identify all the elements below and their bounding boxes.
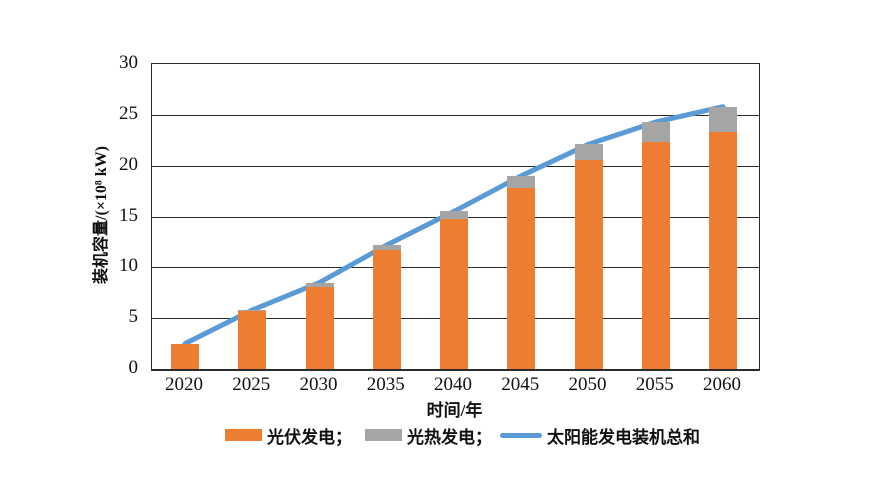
bar-pv-2025 [238, 311, 267, 369]
legend-item-total: 太阳能发电装机总和 [500, 421, 700, 449]
x-tick-label-2040: 2040 [434, 374, 472, 395]
y-tick-label-20: 20 [119, 153, 138, 175]
csp-bar-swatch-icon [365, 429, 402, 441]
bar-pv-2035 [372, 250, 401, 369]
y-tick-label-0: 0 [128, 357, 139, 378]
legend-item-csp: 光热发电； [365, 421, 492, 449]
total-line [182, 104, 726, 347]
legend: 光伏发电； 光热发电； 太阳能发电装机总和 [0, 421, 879, 449]
y-tick-label-25: 25 [119, 102, 138, 124]
bar-csp-2040 [440, 211, 468, 219]
pv-bar-swatch-icon [225, 429, 262, 441]
bar-csp-2035 [372, 244, 401, 251]
x-tick-label-2030: 2030 [299, 374, 338, 395]
y-tick-label-30: 30 [119, 52, 138, 73]
legend-item-pv: 光伏发电； [225, 421, 352, 449]
x-tick-label-2025: 2025 [232, 374, 271, 395]
bar-pv-2050 [574, 159, 603, 369]
bar-pv-2040 [440, 218, 468, 369]
legend-label-pv: 光伏发电； [267, 427, 352, 447]
y-tick-label-10: 10 [119, 255, 138, 277]
x-tick-label-2020: 2020 [165, 374, 203, 395]
bar-csp-2050 [574, 144, 603, 160]
x-tick-label-2050: 2050 [568, 374, 607, 395]
bar-csp-2055 [641, 121, 670, 143]
bar-pv-2030 [305, 286, 334, 369]
bar-pv-2045 [507, 188, 536, 369]
y-tick-label-5: 5 [128, 306, 139, 328]
gridline-y-20 [152, 165, 759, 167]
x-tick-label-2060: 2060 [703, 374, 741, 395]
bar-pv-2060 [709, 132, 737, 369]
bar-csp-2030 [305, 282, 334, 287]
x-tick-label-2055: 2055 [635, 374, 674, 395]
total-line-layer [182, 104, 726, 347]
legend-label-csp: 光热发电； [407, 427, 492, 447]
bar-pv-2020 [171, 343, 199, 369]
bar-csp-2060 [709, 106, 737, 133]
gridline-y-25 [152, 114, 759, 116]
plot-area [151, 63, 760, 371]
x-tick-label-2035: 2035 [366, 374, 405, 395]
x-axis-title: 时间/年 [426, 401, 483, 420]
bar-csp-2045 [507, 175, 536, 189]
legend-label-total: 太阳能发电装机总和 [547, 427, 700, 447]
x-tick-label-2045: 2045 [501, 374, 540, 395]
bar-csp-2025 [238, 310, 267, 312]
bar-pv-2055 [641, 142, 670, 369]
y-tick-label-15: 15 [119, 204, 138, 226]
total-line-swatch-icon [500, 432, 542, 438]
